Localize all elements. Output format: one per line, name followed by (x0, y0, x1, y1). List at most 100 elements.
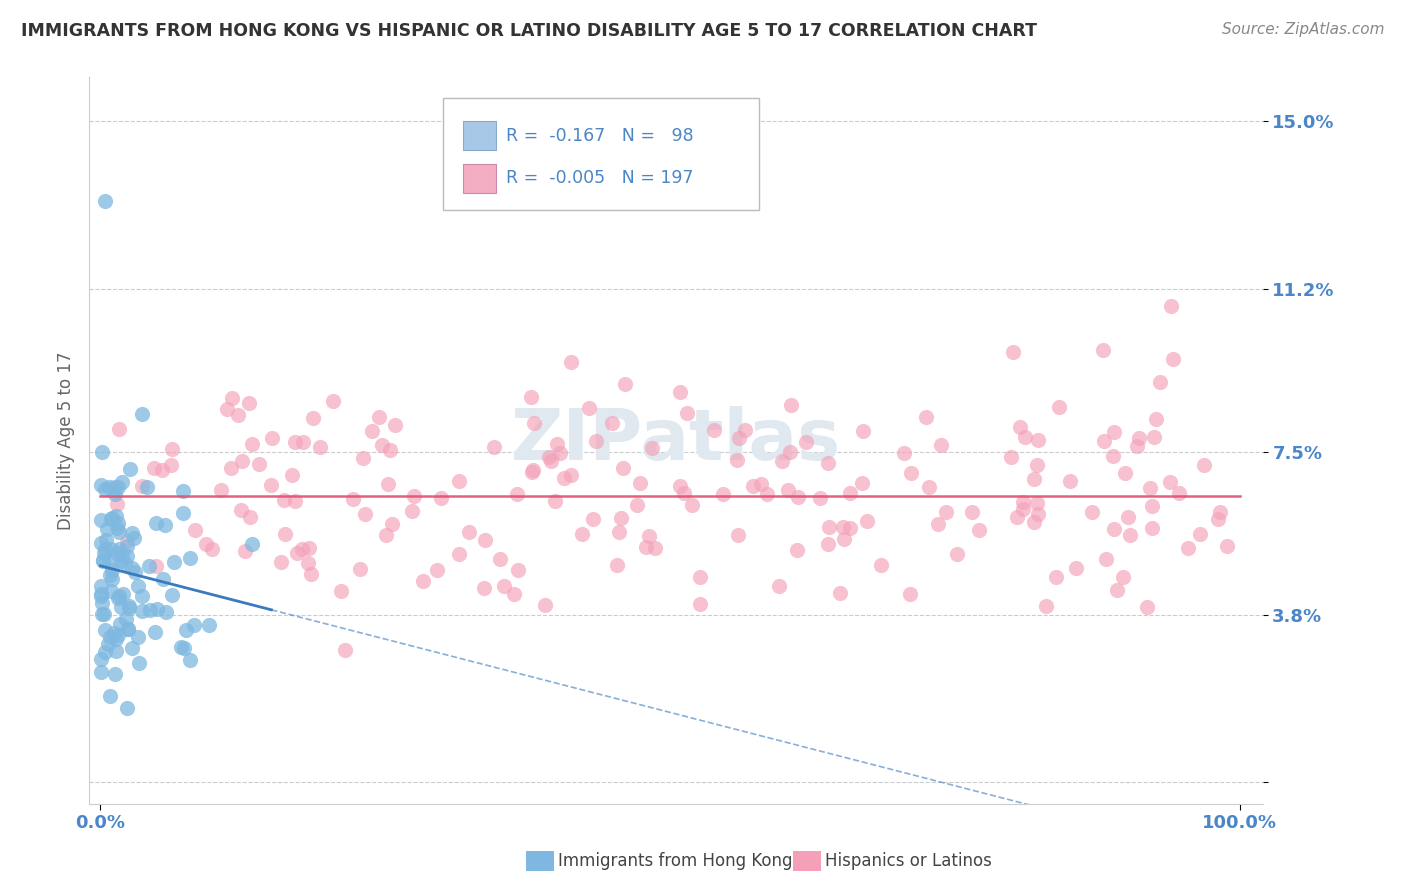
Point (122, 531, 145, 545)
Point (100, 562, 122, 576)
Point (578, 401, 600, 416)
Point (838, 486, 860, 500)
Point (1149, 375, 1171, 389)
Point (163, 555, 186, 569)
Point (412, 574, 434, 589)
Point (118, 599, 141, 613)
Point (308, 440, 330, 454)
Point (131, 479, 153, 493)
Point (523, 416, 546, 430)
Point (90, 589, 112, 603)
Point (108, 616, 131, 631)
Point (607, 524, 630, 539)
Point (787, 490, 810, 504)
Point (474, 533, 496, 548)
Point (1001, 345, 1024, 359)
Point (1092, 343, 1115, 358)
Point (540, 454, 562, 468)
Point (100, 541, 122, 556)
Point (1012, 502, 1035, 516)
Point (93, 645, 115, 659)
Point (145, 558, 167, 573)
Point (669, 384, 692, 399)
Point (90, 512, 112, 526)
Point (233, 544, 256, 558)
Point (172, 506, 194, 520)
Point (1045, 570, 1067, 584)
Point (226, 408, 249, 422)
Point (1011, 495, 1033, 509)
Point (170, 640, 193, 654)
Point (780, 398, 803, 412)
Point (1095, 552, 1118, 566)
Point (104, 643, 127, 657)
Point (779, 444, 801, 458)
Point (131, 604, 153, 618)
Point (548, 446, 571, 460)
Point (231, 454, 253, 468)
Point (115, 549, 138, 564)
Point (1014, 430, 1036, 444)
Point (1139, 481, 1161, 495)
Point (104, 667, 127, 681)
Point (1035, 599, 1057, 614)
Point (817, 519, 839, 533)
Point (1105, 583, 1128, 598)
Point (104, 632, 127, 647)
Point (377, 477, 399, 491)
Point (108, 422, 131, 436)
Point (94, 482, 117, 496)
Point (361, 424, 384, 438)
Point (1102, 425, 1125, 439)
Point (105, 508, 128, 523)
Point (1112, 570, 1135, 584)
Point (139, 603, 162, 617)
Point (839, 521, 862, 535)
Point (352, 450, 374, 465)
Point (98, 556, 121, 570)
Point (124, 565, 146, 579)
Point (612, 460, 634, 475)
Point (179, 551, 201, 566)
Point (402, 489, 425, 503)
Point (1140, 521, 1163, 535)
Point (1007, 509, 1029, 524)
Point (349, 561, 371, 575)
Point (606, 558, 628, 572)
Point (354, 507, 377, 521)
Point (1047, 400, 1070, 414)
Point (1194, 458, 1216, 472)
Point (160, 458, 183, 472)
Point (284, 434, 307, 449)
Point (776, 483, 799, 497)
Point (155, 605, 177, 619)
Point (131, 407, 153, 421)
Point (967, 523, 990, 537)
Point (856, 514, 879, 528)
Point (105, 521, 128, 535)
Point (1216, 540, 1239, 554)
Point (238, 396, 260, 410)
Point (1159, 475, 1181, 489)
Point (93, 607, 115, 621)
Point (505, 487, 527, 501)
Point (118, 601, 141, 615)
Point (131, 589, 153, 603)
Point (900, 466, 922, 480)
Point (1128, 431, 1150, 445)
Point (1000, 450, 1022, 464)
Point (1160, 300, 1182, 314)
Point (506, 563, 529, 577)
Text: R =  -0.005   N = 197: R = -0.005 N = 197 (506, 169, 693, 187)
Point (201, 542, 224, 557)
Point (870, 558, 893, 573)
Point (93, 546, 115, 560)
Point (127, 579, 149, 593)
Point (644, 541, 666, 556)
Point (1168, 485, 1191, 500)
Point (291, 542, 314, 557)
Point (299, 567, 322, 582)
Point (918, 479, 941, 493)
Point (1208, 512, 1230, 526)
Point (107, 480, 129, 494)
